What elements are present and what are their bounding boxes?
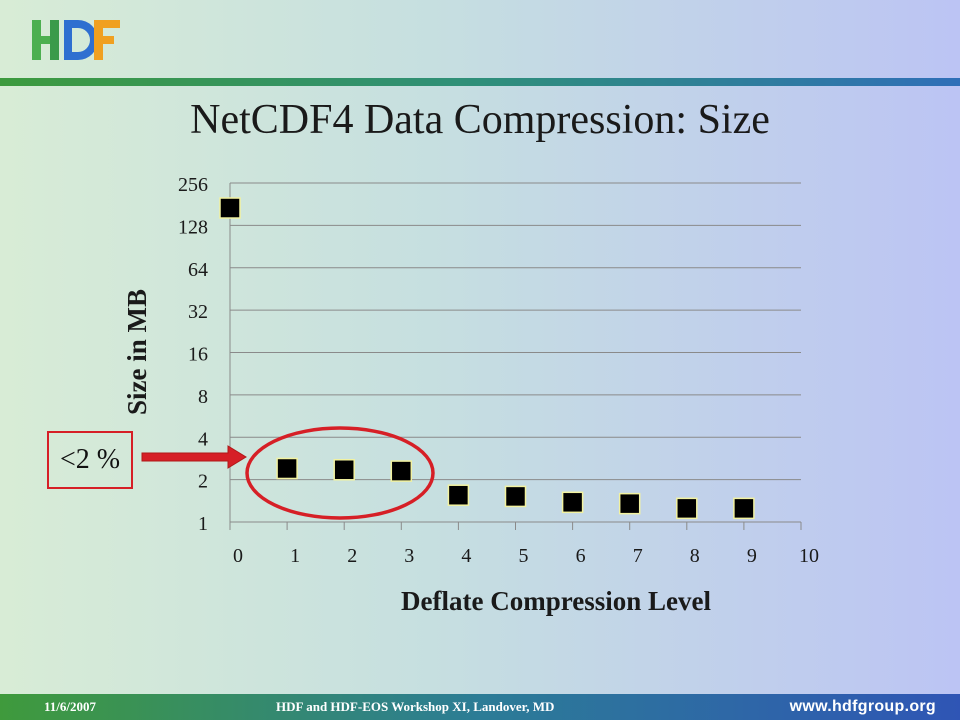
header-band [0,78,960,86]
y-tick-label-64: 64 [188,259,208,281]
data-point-3 [390,460,413,482]
x-tick-label-3: 3 [404,545,414,567]
data-point-4 [447,484,470,506]
data-point-9 [733,497,755,520]
x-tick-label-5: 5 [519,545,529,567]
y-tick-label-4: 4 [198,428,208,450]
x-tick-label-0: 0 [233,545,243,567]
x-tick-label-7: 7 [633,545,643,567]
data-point-5 [504,485,527,508]
x-tick-label-8: 8 [690,545,700,567]
data-point-7 [618,492,641,515]
hdf-logo [32,20,120,60]
data-point-2 [333,459,355,481]
y-tick-label-16: 16 [188,344,208,366]
x-tick-label-6: 6 [576,545,586,567]
x-tick-label-10: 10 [799,545,819,567]
footer-url[interactable]: www.hdfgroup.org [789,698,936,715]
y-tick-label-2: 2 [198,471,208,493]
x-axis-title: Deflate Compression Level [401,586,711,616]
slide-title: NetCDF4 Data Compression: Size [190,97,770,143]
arrow-icon [141,445,247,469]
highlight-ellipse [245,426,435,520]
y-tick-label-128: 128 [178,216,208,238]
x-tick-label-9: 9 [747,545,757,567]
y-axis-title: Size in MB [122,289,152,415]
footer-date: 11/6/2007 [44,699,97,714]
footer-event: HDF and HDF-EOS Workshop XI, Landover, M… [276,699,555,714]
data-point-8 [676,497,698,520]
x-tick-label-4: 4 [461,545,471,567]
x-tick-label-1: 1 [290,545,300,567]
y-tick-label-32: 32 [188,301,208,323]
percent-callout: <2 % [47,431,133,489]
y-tick-label-256: 256 [178,174,208,196]
data-point-0 [219,197,241,219]
data-point-6 [561,491,584,514]
x-tick-label-2: 2 [347,545,357,567]
data-point-1 [276,457,298,480]
footer-bar: 11/6/2007 HDF and HDF-EOS Workshop XI, L… [0,694,960,720]
y-tick-label-8: 8 [198,386,208,408]
y-tick-label-1: 1 [198,513,208,535]
